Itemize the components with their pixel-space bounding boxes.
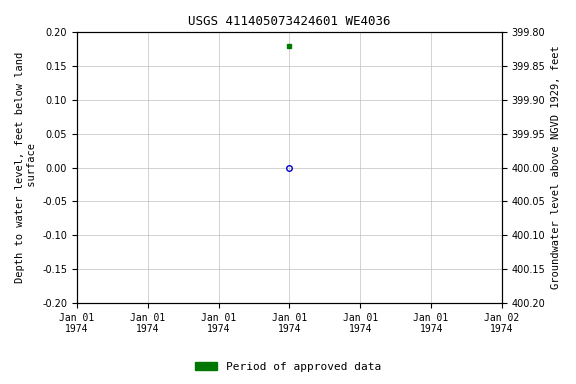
Legend: Period of approved data: Period of approved data xyxy=(191,358,385,377)
Title: USGS 411405073424601 WE4036: USGS 411405073424601 WE4036 xyxy=(188,15,391,28)
Y-axis label: Groundwater level above NGVD 1929, feet: Groundwater level above NGVD 1929, feet xyxy=(551,46,561,290)
Y-axis label: Depth to water level, feet below land
 surface: Depth to water level, feet below land su… xyxy=(15,52,37,283)
